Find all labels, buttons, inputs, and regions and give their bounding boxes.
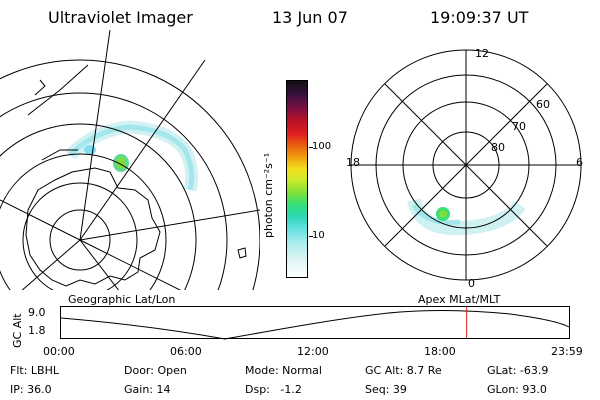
timeline-xtick-0600: 06:00 [170, 345, 202, 358]
time-readout: 19:09:37 UT [430, 8, 529, 27]
timeline-xtick-1800: 18:00 [424, 345, 456, 358]
timeline-xtick-0000: 00:00 [43, 345, 75, 358]
mlat-label-60: 60 [536, 98, 550, 111]
geographic-map [0, 30, 260, 292]
timeline-xtick-1200: 12:00 [297, 345, 329, 358]
status-glon: GLon: 93.0 [487, 383, 547, 396]
status-gain: Gain: 14 [124, 383, 171, 396]
timeline-ytick-high: 9.0 [28, 306, 46, 319]
mlt-label-6: 6 [576, 156, 583, 169]
colorbar-tick-100: 100 [312, 141, 332, 152]
colorbar-tick-10: 10 [312, 230, 325, 241]
timeline-ytick-low: 1.8 [28, 324, 46, 337]
status-dsp: Dsp: -1.2 [245, 383, 302, 396]
altitude-timeline [60, 306, 570, 340]
aurora-emission-right [407, 198, 526, 236]
intensity-colorbar [286, 80, 308, 278]
antarctica-coastline [25, 167, 161, 287]
app-title: Ultraviolet Imager [48, 8, 193, 27]
status-ip: IP: 36.0 [10, 383, 52, 396]
mlat-label-70: 70 [512, 120, 526, 133]
colorbar-tick-mark-10 [309, 236, 313, 237]
mlt-label-0: 0 [468, 277, 475, 290]
colorbar-unit-label: photon cm⁻²s⁻¹ [262, 152, 275, 238]
mlt-label-18: 18 [346, 156, 360, 169]
status-mode: Mode: Normal [245, 364, 322, 377]
mlt-label-12: 12 [475, 47, 489, 60]
date-readout: 13 Jun 07 [272, 8, 348, 27]
status-glat: GLat: -63.9 [487, 364, 549, 377]
mlat-label-80: 80 [491, 141, 505, 154]
status-seq: Seq: 39 [365, 383, 407, 396]
timeline-axis-label: GC Alt [11, 313, 24, 348]
magnetic-polar-plot [350, 49, 582, 281]
status-filter: Flt: LBHL [10, 364, 59, 377]
left-panel-caption: Geographic Lat/Lon [68, 293, 176, 306]
right-panel-caption: Apex MLat/MLT [418, 293, 501, 306]
status-gc-alt: GC Alt: 8.7 Re [365, 364, 442, 377]
timeline-xtick-2359: 23:59 [551, 345, 583, 358]
colorbar-tick-mark-100 [309, 147, 313, 148]
status-door: Door: Open [124, 364, 187, 377]
